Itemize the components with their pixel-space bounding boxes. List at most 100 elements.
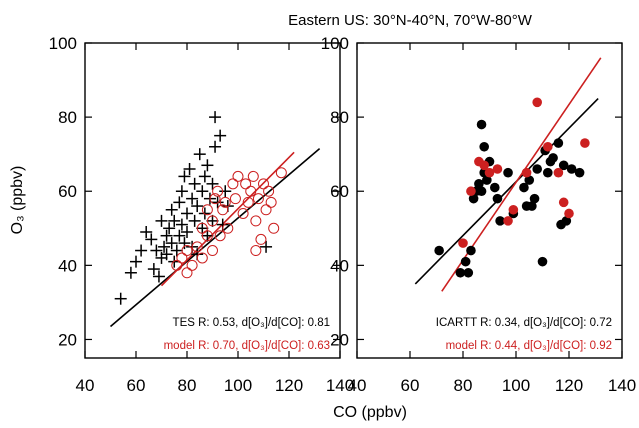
tes-point (188, 214, 201, 227)
tes-point (147, 263, 160, 276)
model-point (250, 215, 262, 227)
tes-point (198, 170, 211, 183)
model-point (201, 230, 213, 242)
tes-point (178, 237, 191, 250)
tes-point (175, 185, 188, 198)
tes-point (260, 240, 273, 253)
regression-line-icartt (414, 98, 599, 285)
model-point (191, 241, 203, 253)
model-point (232, 170, 244, 182)
icartt-point (524, 175, 535, 185)
tes-point (114, 292, 127, 305)
tes-point (193, 148, 206, 161)
tes-point (173, 196, 186, 209)
tes-point (188, 177, 201, 190)
model-point (252, 193, 264, 205)
y-tick-label: 60 (58, 182, 77, 201)
icartt-point (553, 138, 564, 148)
tes-point (173, 229, 186, 242)
model-point (553, 167, 564, 178)
x-tick-label: 140 (608, 376, 636, 395)
tes-point (170, 244, 183, 257)
tes-point (201, 229, 214, 242)
model-point (492, 164, 503, 174)
model-point (265, 196, 277, 208)
tes-point (168, 214, 181, 227)
tes-point (150, 244, 163, 257)
icartt-point (463, 267, 474, 278)
icartt-point (548, 153, 558, 163)
y-axis-label: O₃ (ppbv) (9, 166, 26, 235)
model-point (250, 245, 262, 257)
icartt-point (466, 245, 476, 256)
tes-point (211, 196, 224, 209)
x-axis-label: CO (ppbv) (333, 404, 407, 421)
model-point (564, 208, 574, 219)
y-tick-label: 100 (49, 34, 77, 53)
x-tick-label: 80 (178, 376, 197, 395)
tes-point (155, 214, 168, 227)
model-point (580, 138, 590, 148)
y-tick-label: 80 (330, 108, 349, 127)
stats-annotation: model R: 0.70, d[O₃]/d[CO]: 0.63 (164, 340, 330, 352)
tes-point (165, 237, 178, 250)
model-point (171, 259, 183, 271)
model-point (268, 222, 280, 234)
tes-point (214, 129, 227, 142)
icartt-point (519, 182, 529, 193)
tes-point (165, 203, 178, 216)
icartt-point (479, 141, 490, 152)
icartt-point (474, 179, 484, 189)
x-tick-label: 40 (348, 376, 367, 395)
x-tick-label: 60 (401, 376, 420, 395)
model-point (247, 170, 259, 182)
model-point (181, 267, 193, 279)
tes-point (158, 240, 171, 253)
panel-right: 20 40 60 80 100 40 60 80 100 120 140 ICARTT R: 0.34… (321, 34, 637, 395)
model-point (207, 245, 218, 257)
model-point (176, 252, 188, 264)
tes-point (140, 226, 153, 238)
model-point (508, 204, 519, 215)
panel-left: 20 40 60 80 100 40 60 80 100 120 140 TES R: 0.53, d… (49, 34, 355, 395)
tes-point (145, 233, 158, 246)
icartt-point (455, 267, 466, 278)
icartt-point (503, 167, 513, 178)
tes-point (196, 185, 209, 198)
model-point (242, 196, 254, 208)
model-point (245, 185, 257, 197)
tes-point (175, 218, 188, 231)
model-point (209, 193, 221, 205)
icartt-point (476, 119, 487, 130)
icartt-point (537, 256, 548, 267)
plot-frame (84, 42, 341, 359)
icartt-point (492, 193, 503, 204)
tes-point (181, 207, 193, 220)
tes-point (209, 140, 222, 153)
plot-area (414, 57, 602, 292)
x-tick-label: 100 (224, 376, 252, 395)
y-tick-label: 20 (330, 330, 349, 349)
model-point (229, 193, 241, 205)
model-point (237, 207, 249, 219)
model-point (196, 252, 208, 264)
model-point (212, 185, 224, 197)
x-tick-label: 120 (555, 376, 583, 395)
model-point (219, 196, 231, 208)
tes-point (181, 226, 193, 238)
stats-annotation: TES R: 0.53, d[O₃]/d[CO]: 0.81 (173, 317, 330, 329)
icartt-point (566, 164, 577, 174)
tes-point (186, 192, 199, 205)
model-point (543, 141, 553, 152)
tes-point (183, 163, 196, 175)
icartt-point (460, 256, 471, 267)
model-point (255, 233, 267, 245)
model-point (479, 160, 490, 171)
icartt-point (490, 182, 500, 193)
model-point (466, 186, 476, 197)
model-point (263, 185, 275, 197)
y-tick-label: 20 (58, 330, 77, 349)
model-point (217, 204, 229, 216)
